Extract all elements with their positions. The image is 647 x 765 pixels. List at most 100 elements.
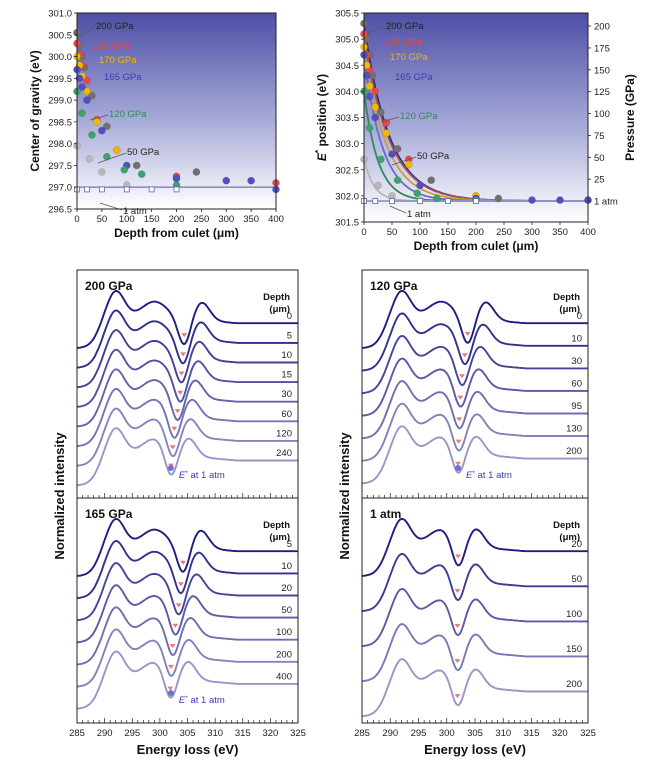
spectra-panel: 0 5 10 15 30 60 120 240 Depth(μm) 200 GPa E* at 1 … bbox=[76, 269, 299, 499]
spectrum-line bbox=[76, 427, 298, 487]
data-point bbox=[103, 122, 111, 131]
annotation-leader bbox=[97, 152, 127, 164]
data-point bbox=[372, 198, 379, 205]
x-tick-label: 50 bbox=[387, 227, 398, 238]
data-point bbox=[88, 131, 96, 139]
y-tick-label: 304.5 bbox=[335, 61, 359, 72]
panel-frame bbox=[361, 497, 589, 724]
dip-marker bbox=[454, 588, 461, 593]
dip-marker bbox=[457, 395, 464, 400]
depth-header-unit: (μm) bbox=[559, 532, 580, 543]
y-tick-label: 304.0 bbox=[335, 87, 359, 98]
spectrum-line bbox=[76, 517, 298, 577]
data-point bbox=[556, 196, 564, 204]
depth-label: 60 bbox=[571, 378, 582, 389]
x-axis-title: Depth from culet (μm) bbox=[114, 226, 239, 240]
y-tick-label: 299.5 bbox=[48, 74, 72, 85]
estar-marker bbox=[455, 465, 462, 471]
spectrum-line bbox=[76, 562, 298, 622]
data-point bbox=[83, 96, 91, 104]
data-point bbox=[413, 189, 422, 198]
annotation-leader bbox=[79, 25, 96, 38]
dip-marker bbox=[455, 439, 462, 444]
series-annotation: 50 GPa bbox=[127, 147, 160, 158]
x-tick-label: 0 bbox=[361, 227, 366, 238]
y-tick-label: 298.5 bbox=[48, 117, 72, 128]
annotation-leader bbox=[389, 205, 407, 214]
depth-label: 200 bbox=[566, 446, 582, 457]
data-point bbox=[417, 198, 423, 205]
x-tick-label: 350 bbox=[552, 227, 568, 238]
data-point bbox=[84, 186, 90, 193]
data-point bbox=[371, 103, 380, 111]
data-point bbox=[98, 186, 105, 193]
depth-header-unit: (μm) bbox=[559, 304, 580, 315]
dip-marker bbox=[180, 352, 187, 357]
data-point bbox=[120, 165, 129, 174]
series-annotation: 185 GPa bbox=[385, 37, 423, 48]
y2-tick-label: 25 bbox=[594, 175, 605, 186]
x-tick-label: 350 bbox=[243, 214, 259, 225]
x-tick-label: 310 bbox=[495, 728, 511, 739]
data-point bbox=[427, 176, 436, 185]
depth-label: 400 bbox=[276, 671, 292, 682]
x-axis-title: Energy loss (eV) bbox=[424, 742, 526, 757]
panel-frame bbox=[76, 497, 299, 724]
series-annotation: 50 GPa bbox=[417, 151, 450, 162]
depth-label: 30 bbox=[281, 389, 292, 400]
estar-label: E* at 1 atm bbox=[179, 470, 225, 482]
y-tick-label: 300.0 bbox=[48, 52, 72, 63]
data-point bbox=[388, 150, 396, 158]
depth-header: Depth bbox=[263, 520, 290, 531]
y-tick-label: 301.5 bbox=[335, 218, 359, 229]
spectrum-line bbox=[361, 623, 588, 683]
y-tick-label: 297.0 bbox=[48, 183, 72, 194]
x-tick-label: 150 bbox=[144, 214, 160, 225]
spectrum-line bbox=[76, 628, 298, 688]
data-point bbox=[192, 168, 201, 176]
x-tick-label: 50 bbox=[97, 214, 108, 225]
x-axis-title: Depth from culet (μm) bbox=[414, 239, 539, 253]
depth-header-unit: (μm) bbox=[269, 304, 290, 315]
spectrum-line bbox=[361, 658, 588, 718]
data-point bbox=[85, 155, 94, 163]
y-axis-title: Normalized intensity bbox=[337, 432, 352, 560]
y-tick-label: 305.5 bbox=[335, 9, 359, 20]
dip-marker bbox=[464, 331, 471, 336]
y-tick-label: 303.0 bbox=[335, 139, 359, 150]
data-point bbox=[393, 145, 402, 153]
spectrum-line bbox=[361, 335, 588, 395]
series-annotation: 185 GPa bbox=[93, 41, 131, 52]
depth-label: 150 bbox=[566, 644, 582, 655]
data-point bbox=[148, 186, 155, 193]
y2-tick-label: 1 atm bbox=[594, 197, 618, 208]
spectrum-line bbox=[76, 540, 298, 600]
data-point bbox=[112, 146, 121, 155]
y2-axis-title: Pressure (GPa) bbox=[623, 74, 637, 161]
spectrum-line bbox=[361, 312, 588, 372]
x-tick-label: 315 bbox=[524, 728, 540, 739]
dip-marker bbox=[172, 623, 179, 628]
annotation-leader bbox=[367, 26, 386, 34]
x-tick-label: 300 bbox=[218, 214, 234, 225]
x-tick-label: 100 bbox=[119, 214, 135, 225]
data-point bbox=[382, 129, 391, 138]
data-point bbox=[78, 83, 86, 91]
estar-label: E* at 1 atm bbox=[179, 695, 225, 707]
center-of-gravity-plot: 200 GPa 185 GPa 170 GPa 165 GPa 120 GPa 50 GP… bbox=[28, 9, 284, 241]
dip-marker bbox=[169, 445, 176, 450]
data-point bbox=[376, 155, 385, 164]
depth-label: 200 bbox=[566, 679, 582, 690]
y-tick-label: 298.0 bbox=[48, 139, 72, 150]
x-tick-label: 400 bbox=[580, 227, 596, 238]
series-annotation: 1 atm bbox=[123, 206, 147, 217]
series-annotation: 165 GPa bbox=[395, 72, 433, 83]
spectrum-line bbox=[76, 289, 298, 349]
y-tick-label: 302.0 bbox=[335, 191, 359, 202]
data-point bbox=[123, 186, 130, 193]
estar-marker bbox=[167, 690, 174, 696]
panel-title: 165 GPa bbox=[85, 507, 133, 521]
dip-marker bbox=[175, 603, 182, 608]
series-annotation: 170 GPa bbox=[99, 55, 137, 66]
x-tick-label: 200 bbox=[169, 214, 185, 225]
